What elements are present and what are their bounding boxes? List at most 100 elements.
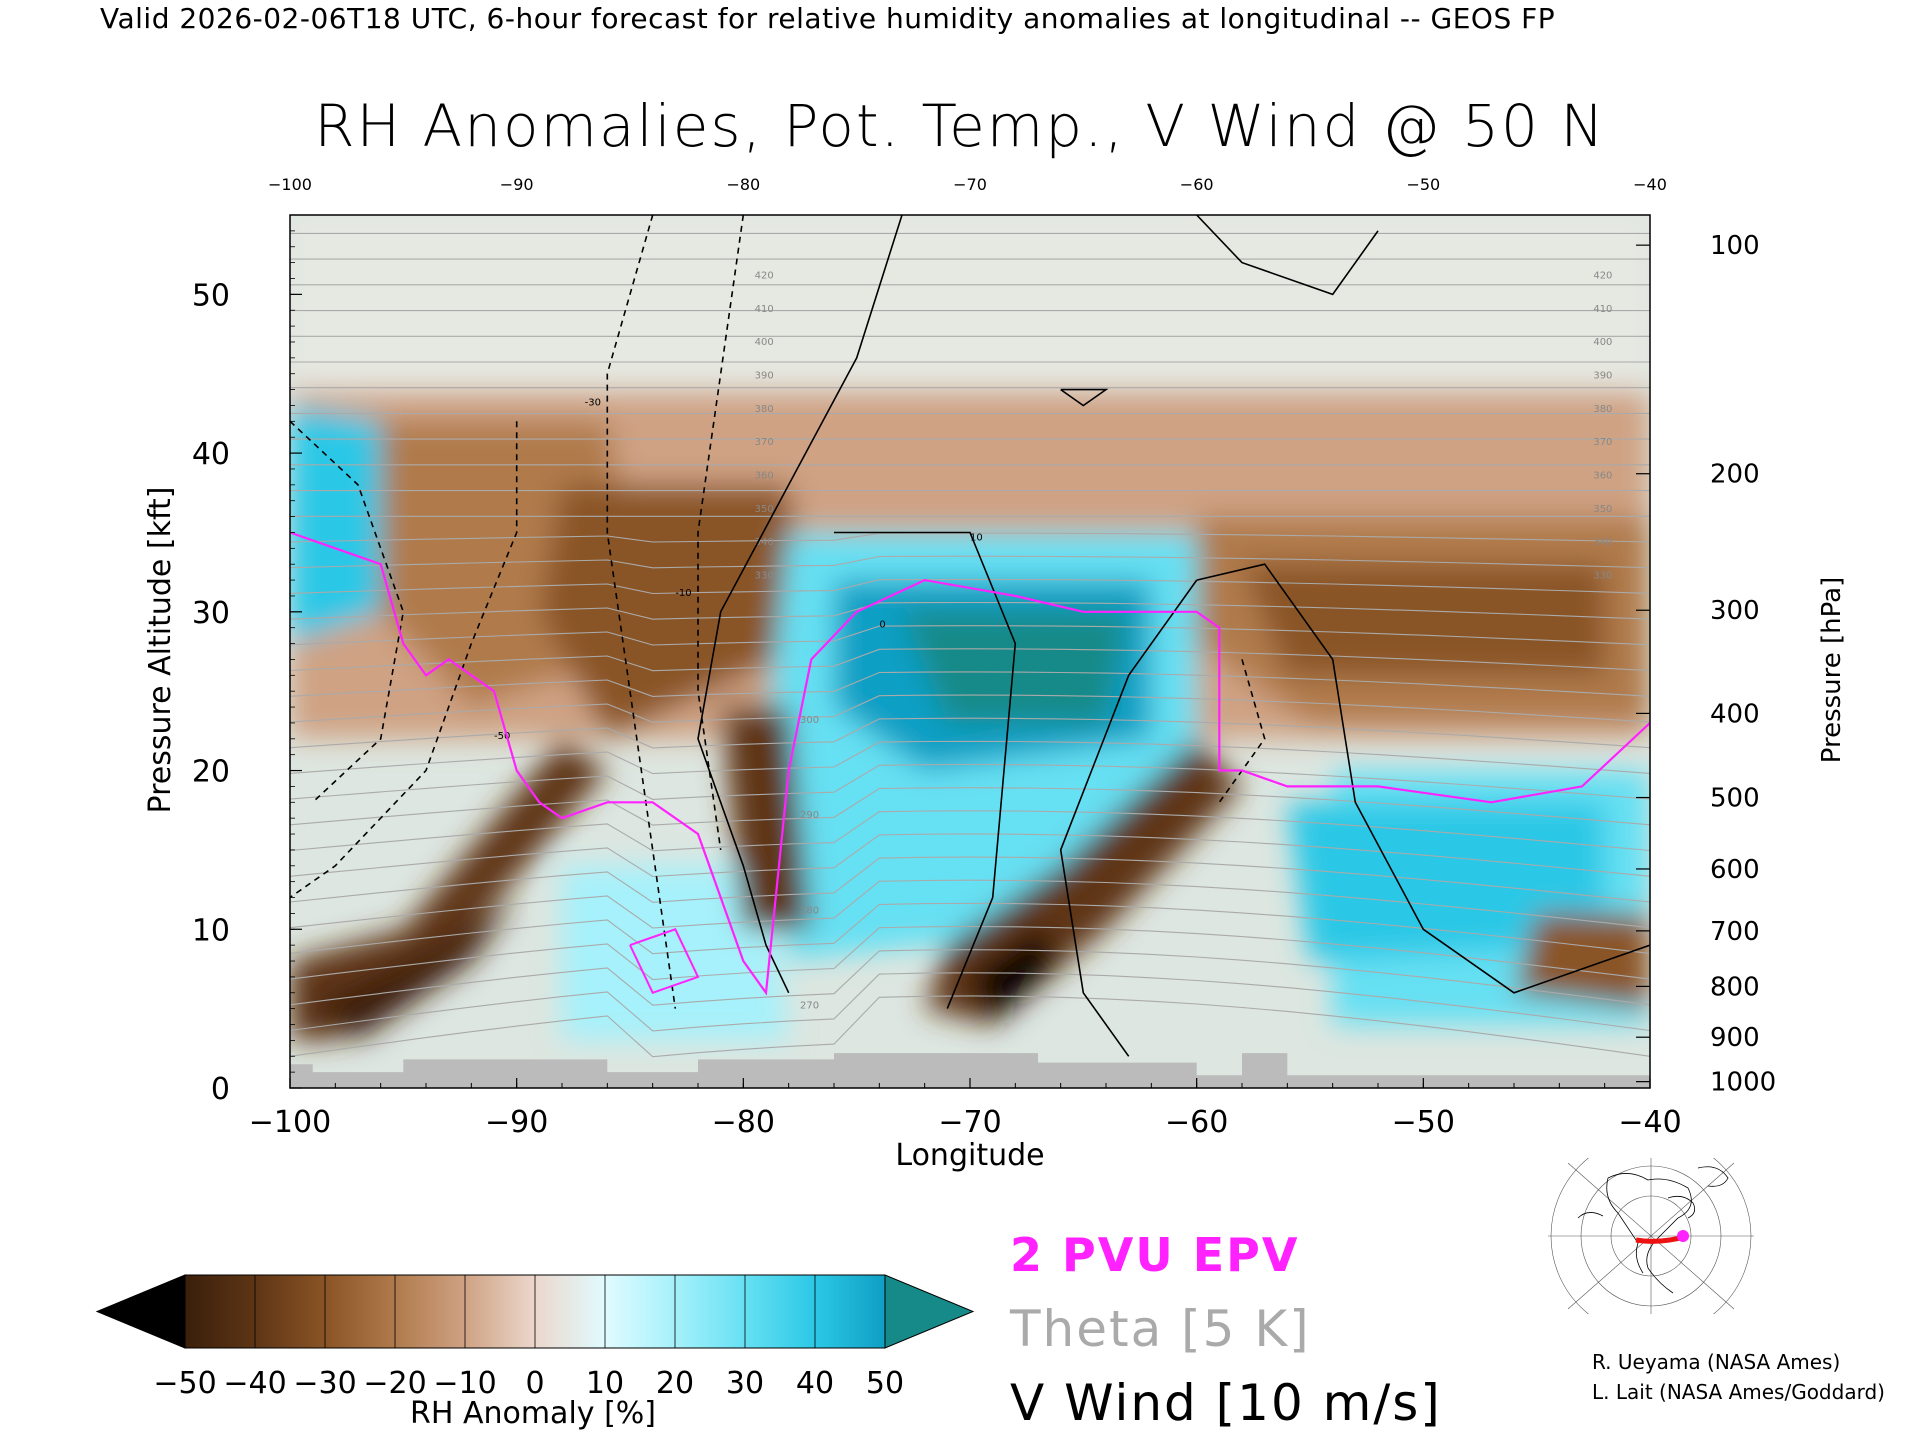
rh-anomaly-field: 420 420 410 410 400 400 390 390 380 380 370 370 360 3… [290, 215, 1650, 1088]
theta-contour [290, 625, 1650, 646]
theta-contour [290, 856, 1650, 903]
blob-upper-mid [539, 484, 812, 739]
blob-dry-tongue-left [290, 738, 608, 1041]
theta-label: 330 [1593, 570, 1612, 581]
top-tick-label: −40 [1633, 175, 1667, 194]
wind-neg10-contour [606, 215, 677, 1009]
x-tick-label: −100 [249, 1105, 331, 1140]
y-tick-label: 0 [211, 1072, 230, 1107]
theta-contour [290, 717, 1650, 749]
v-wind-contours: 10 -10 -30 -50 0 [290, 215, 1650, 1057]
header-text: Valid 2026-02-06T18 UTC, 6-hour forecast… [100, 2, 1556, 35]
terrain-mask [290, 1053, 1650, 1088]
pv-2pvu-contour [290, 531, 1650, 996]
theta-contour [290, 833, 1650, 878]
wind-label: 0 [879, 620, 885, 631]
theta-contour [290, 972, 1650, 1032]
theta-label: 330 [755, 570, 774, 581]
colorbar: −50 −40 −30 −20 −10 0 10 20 30 40 50 [95, 1274, 975, 1401]
theta-label: 380 [755, 404, 774, 415]
pressure-tick-label: 600 [1710, 855, 1760, 885]
credit-1: R. Ueyama (NASA Ames) [1592, 1350, 1841, 1374]
wind-zero-right-lower [1059, 579, 1198, 1057]
pressure-tick-label: 300 [1710, 596, 1760, 626]
pv-contour-small [629, 928, 700, 995]
legend-pv: 2 PVU EPV [1010, 1228, 1300, 1282]
blob-left-moist [290, 405, 381, 644]
wind-neg10-inner [697, 215, 745, 851]
theta-contour [290, 763, 1650, 800]
credit-2: L. Lait (NASA Ames/Goddard) [1592, 1380, 1885, 1404]
colorbar-tick-label: 40 [796, 1366, 834, 1401]
colorbar-tick-label: 20 [656, 1366, 694, 1401]
theta-contour [290, 648, 1650, 672]
legend-wind: V Wind [10 m/s] [1010, 1374, 1442, 1432]
top-tick-label: −80 [726, 175, 760, 194]
theta-contour [290, 879, 1650, 929]
theta-label: 390 [755, 370, 774, 381]
theta-label: 350 [1593, 504, 1612, 515]
blob-dry-right-edge [1514, 913, 1650, 1009]
x-axis-label: Longitude [895, 1138, 1044, 1173]
terrain-fill [290, 1053, 1650, 1088]
theta-contour [290, 949, 1650, 1006]
theta-contour [290, 578, 1650, 595]
blob-strat [290, 215, 1650, 390]
wind-zero-contour [697, 215, 903, 994]
wind-10-top [1196, 215, 1379, 296]
blob-upper-right-core [1242, 564, 1605, 676]
pressure-tick-label: 1000 [1710, 1068, 1776, 1098]
chart-title: RH Anomalies, Pot. Temp., V Wind @ 50 N [314, 92, 1606, 160]
theta-label: 370 [1593, 437, 1612, 448]
wind-neg10-right [1218, 659, 1266, 803]
theta-label: 370 [755, 437, 774, 448]
wind-10-small [1060, 388, 1109, 407]
theta-contour [290, 810, 1650, 852]
wind-label: -30 [585, 397, 601, 408]
pressure-tick-label: 800 [1710, 972, 1760, 1002]
theta-label: 380 [1593, 404, 1612, 415]
theta-contour [290, 694, 1650, 723]
y-tick-label: 30 [192, 596, 230, 631]
legend-theta: Theta [5 K] [1010, 1300, 1311, 1358]
theta-label: 420 [1593, 270, 1612, 281]
top-tick-label: −50 [1406, 175, 1440, 194]
theta-label: 400 [755, 337, 774, 348]
theta-label: 290 [800, 810, 819, 821]
y-tick-label: 20 [192, 755, 230, 790]
theta-contour [290, 555, 1650, 569]
colorbar-tick-label: −40 [223, 1366, 286, 1401]
colorbar-under-arrow [95, 1274, 186, 1349]
theta-contour [290, 925, 1650, 981]
colorbar-tick-label: −50 [153, 1366, 216, 1401]
location-map [1548, 1158, 1754, 1314]
theta-label: 350 [755, 504, 774, 515]
top-tick-label: −60 [1180, 175, 1214, 194]
top-tick-label: −70 [953, 175, 987, 194]
x-tick-label: −70 [938, 1105, 1001, 1140]
theta-contour [290, 740, 1650, 775]
y-tick-label: 40 [192, 437, 230, 472]
colorbar-tick-label: 0 [525, 1366, 544, 1401]
colorbar-over-arrow [884, 1274, 975, 1349]
theta-label: 410 [1593, 304, 1612, 315]
x-tick-label: −40 [1618, 1105, 1681, 1140]
y-tick-label: 10 [192, 913, 230, 948]
blob-dry-max [970, 929, 1061, 1025]
pressure-tick-label: 500 [1710, 784, 1760, 814]
colorbar-tick-label: 10 [586, 1366, 624, 1401]
blob-dry-jet [720, 707, 812, 930]
x-tick-label: −60 [1165, 1105, 1228, 1140]
wind-neg30-contour [290, 421, 518, 899]
x-tick-label: −50 [1392, 1105, 1455, 1140]
theta-label: 360 [1593, 470, 1612, 481]
top-tick-label: −100 [268, 175, 312, 194]
theta-contour [290, 601, 1650, 620]
theta-label: 340 [1593, 537, 1612, 548]
wind-zero-right [1196, 563, 1650, 994]
wind-neg50-contour [290, 420, 405, 803]
y-axis-label-right: Pressure [hPa] [1817, 577, 1847, 764]
y-tick-label: 50 [192, 278, 230, 313]
x-tick-label: −90 [485, 1105, 548, 1140]
